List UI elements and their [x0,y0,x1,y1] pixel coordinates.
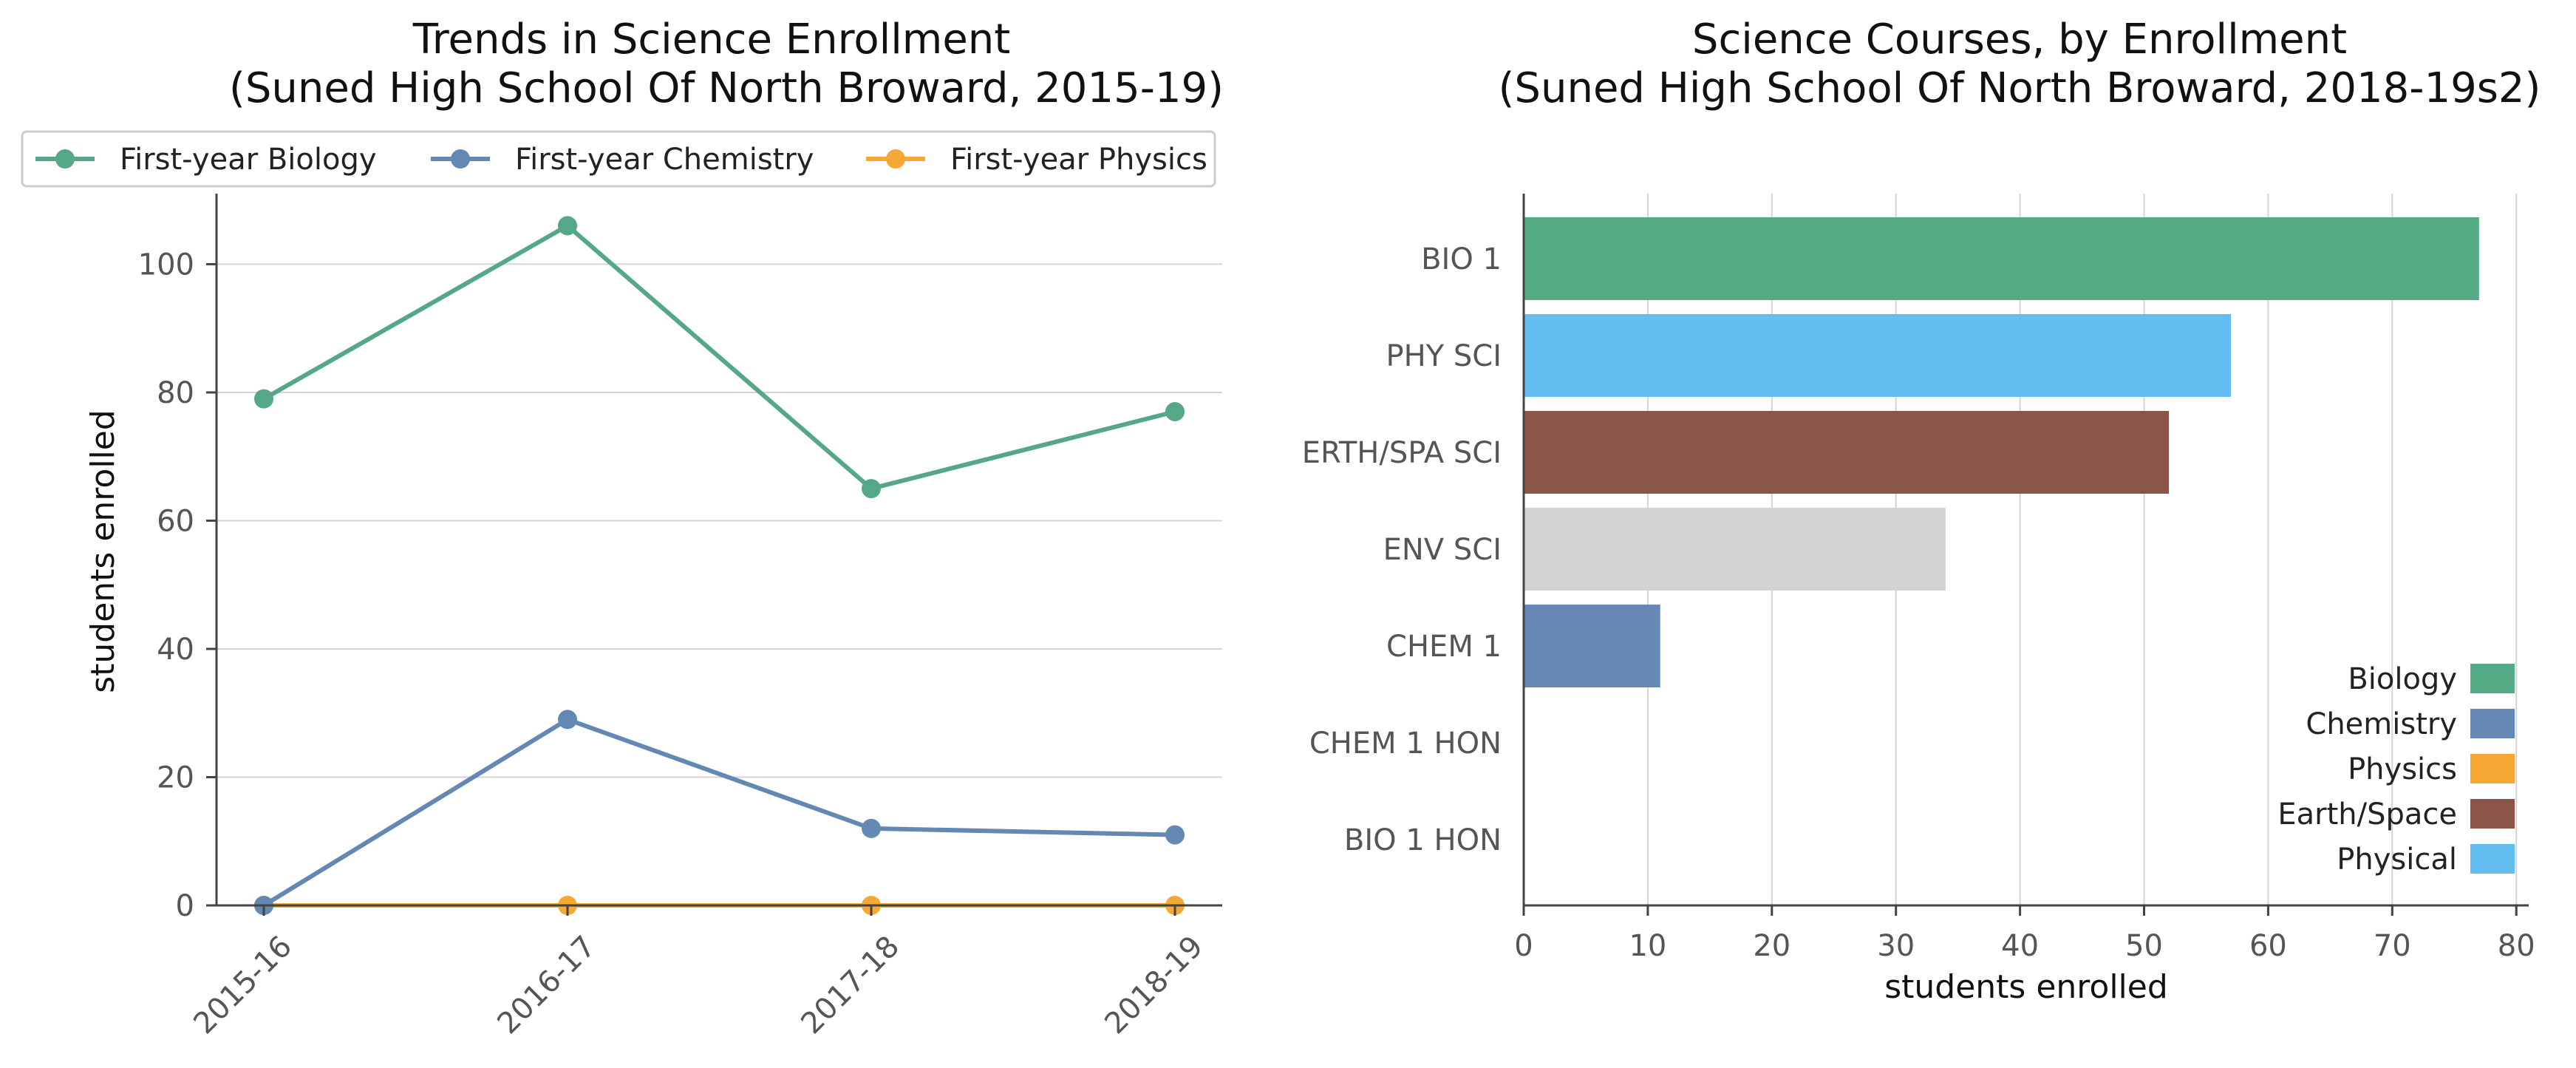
legend-color-swatch [2470,664,2515,693]
bar-category-label: CHEM 1 HON [1309,727,1502,761]
bar-chart-x-axis-label: students enrolled [1884,968,2168,1006]
line-chart-y-axis-label: students enrolled [84,409,122,693]
bar-chart-legend-item: Biology [2348,662,2515,696]
line-chart-legend-item: First-year Biology [35,143,377,177]
line-data-point [862,479,881,499]
bar-category-label: BIO 1 HON [1344,823,1502,857]
line-chart-y-tick-label: 40 [157,633,194,667]
bar-chart-legend-item: Physical [2337,843,2515,877]
bar-chem-1 [1524,605,1660,687]
line-chart-x-tick-label: 2016-17 [491,930,602,1041]
bar-chart-x-tick-label: 30 [1877,929,1915,963]
bar-chart-x-tick-label: 40 [2001,929,2039,963]
line-chart-legend-frame [21,130,1216,188]
bar-chart-x-tick-label: 70 [2374,929,2411,963]
line-chart-x-tick-label: 2017-18 [794,930,906,1041]
legend-marker [55,149,75,169]
bar-chart-x-ticks: 0 10 20 30 40 50 60 70 80 [1514,905,2535,963]
bar-chart-legend-item: Physics [2348,752,2515,786]
line-chart-title-line-1: Trends in Science Enrollment [412,16,1010,64]
line-chart-x-tick-label: 2015-16 [187,930,299,1041]
bar-chart-bars-group [1524,217,2479,687]
line-chart-legend: First-year Biology First-year Chemistry Fi… [21,130,1216,188]
legend-color-swatch [2470,709,2515,738]
bar-chart-x-tick-label: 10 [1629,929,1666,963]
bar-category-label: PHY SCI [1386,339,1502,373]
bar-category-label: BIO 1 [1421,242,1502,276]
line-chart-legend-item: First-year Chemistry [431,143,814,177]
line-chart-y-ticks: 0 20 40 60 80 100 [138,248,217,923]
legend-label: Biology [2348,662,2457,696]
line-chart-series-group [254,216,1185,915]
bar-phy-sci [1524,314,2232,397]
bar-chart-courses-by-enrollment: Science Courses, by Enrollment (Suned Hi… [1302,16,2541,1006]
line-data-point [558,216,577,236]
legend-label: Physics [2348,752,2457,786]
line-chart-y-tick-label: 0 [176,889,194,923]
legend-color-swatch [2470,799,2515,829]
legend-marker [886,149,905,169]
line-data-point [558,710,577,729]
legend-label: First-year Physics [950,143,1207,177]
bar-category-label: ERTH/SPA SCI [1302,436,1502,470]
line-data-point [1165,401,1185,421]
line-chart-legend-item: First-year Physics [866,143,1207,177]
legend-marker [451,149,470,169]
legend-color-swatch [2470,754,2515,783]
bar-chart-x-tick-label: 20 [1753,929,1790,963]
line-series-path [262,223,1176,492]
bar-chart-title-line-1: Science Courses, by Enrollment [1692,16,2347,64]
bar-chart-legend-item: Chemistry [2306,707,2515,741]
line-chart-y-tick-label: 80 [157,376,194,410]
legend-label: Chemistry [2306,707,2457,741]
line-chart-x-tick-label: 2018-19 [1098,930,1210,1041]
bar-env-sci [1524,508,1946,591]
bar-chart-legend: Biology Chemistry Physics Earth/Space Physic… [2277,662,2515,877]
bar-erth-spa-sci [1524,411,2170,494]
legend-color-swatch [2470,844,2515,874]
line-data-point [1165,825,1185,845]
bar-category-label: CHEM 1 [1386,630,1502,664]
line-chart-title-line-2: (Suned High School Of North Broward, 201… [229,64,1224,112]
line-chart-x-ticks: 2015-16 2016-17 2017-18 2018-19 [187,905,1210,1041]
bar-chart-x-tick-label: 0 [1514,929,1533,963]
bar-chart-title-line-2: (Suned High School Of North Broward, 201… [1499,64,2541,112]
bar-chart-x-tick-label: 80 [2498,929,2535,963]
bar-bio-1 [1524,217,2479,300]
line-chart-enrollment-trends: Trends in Science Enrollment (Suned High… [21,16,1224,1041]
line-chart-y-tick-label: 20 [157,761,194,795]
bar-chart-category-labels: BIO 1 PHY SCI ERTH/SPA SCI ENV SCI CHEM 1 CHE… [1302,242,1502,857]
line-series-path [262,717,1176,908]
line-chart-y-tick-label: 60 [157,504,194,538]
bar-chart-x-tick-label: 60 [2249,929,2287,963]
line-data-point [862,818,881,838]
legend-label: Earth/Space [2277,797,2457,831]
bar-category-label: ENV SCI [1383,533,1502,567]
bar-chart-legend-item: Earth/Space [2277,797,2515,831]
line-series-first-year-biology [254,216,1185,499]
line-chart-gridlines [217,263,1222,906]
legend-label: First-year Biology [120,143,377,177]
legend-label: Physical [2337,843,2457,877]
line-data-point [254,389,273,409]
line-chart-y-tick-label: 100 [138,248,194,282]
line-series-first-year-chemistry [254,710,1185,915]
legend-label: First-year Chemistry [515,143,814,177]
bar-chart-x-tick-label: 50 [2125,929,2163,963]
